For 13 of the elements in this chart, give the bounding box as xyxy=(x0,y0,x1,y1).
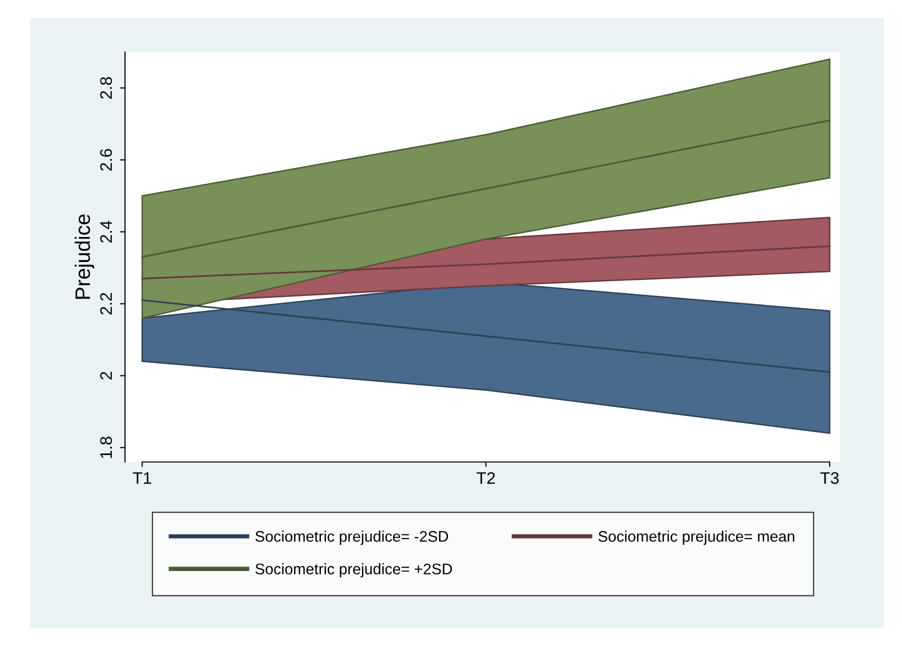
legend-label: Sociometric prejudice= -2SD xyxy=(256,530,448,545)
x-tick-label: T1 xyxy=(132,472,152,484)
y-tick-label: 2.6 xyxy=(100,149,112,171)
y-tick-label: 2.4 xyxy=(100,220,112,243)
y-tick-label: 2.2 xyxy=(100,293,112,314)
y-axis-title: Prejudice xyxy=(74,214,94,299)
y-tick-label: 2.8 xyxy=(100,77,112,99)
x-tick-label: T3 xyxy=(820,472,839,484)
y-tick-label: 2 xyxy=(100,372,112,380)
legend-label: Sociometric prejudice= mean xyxy=(598,530,794,545)
y-tick-label: 1.8 xyxy=(100,436,112,458)
legend-label: Sociometric prejudice= +2SD xyxy=(256,563,452,578)
x-tick-label: T2 xyxy=(476,472,495,484)
